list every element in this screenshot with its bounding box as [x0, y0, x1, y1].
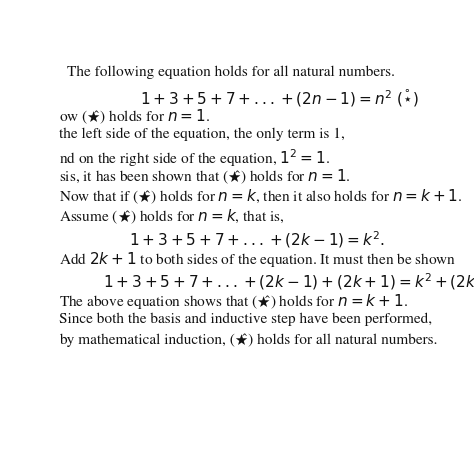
- Text: $1+3+5+7+...+(2k-1)=k^{2}.$: $1+3+5+7+...+(2k-1)=k^{2}.$: [129, 229, 385, 250]
- Text: Assume (★̂) holds for $n=k$, that is,: Assume (★̂) holds for $n=k$, that is,: [59, 208, 284, 226]
- Text: ow (★̂) holds for $n=1$.: ow (★̂) holds for $n=1$.: [59, 107, 210, 126]
- Text: sis, it has been shown that (★̂) holds for $n=1$.: sis, it has been shown that (★̂) holds f…: [59, 167, 351, 186]
- Text: by mathematical induction, (★̂) holds for all natural numbers.: by mathematical induction, (★̂) holds fo…: [59, 333, 438, 346]
- Text: nd on the right side of the equation, $1^{2}=1$.: nd on the right side of the equation, $1…: [59, 147, 330, 169]
- Text: the left side of the equation, the only term is 1,: the left side of the equation, the only …: [59, 128, 345, 141]
- Text: Since both the basis and inductive step have been performed,: Since both the basis and inductive step …: [59, 312, 432, 326]
- Text: $1+3+5+7+...+(2k-1)+(2k+1)=k^{2}+(2k+1$: $1+3+5+7+...+(2k-1)+(2k+1)=k^{2}+(2k+1$: [103, 271, 474, 292]
- Text: Now that if (★̂) holds for $n=k$, then it also holds for $n=k+1$.: Now that if (★̂) holds for $n=k$, then i…: [59, 188, 463, 206]
- Text: The following equation holds for all natural numbers.: The following equation holds for all nat…: [66, 66, 394, 80]
- Text: $1+3+5+7+...+(2n-1)=n^{2}\,\,(\overset{\circ}{\star})$: $1+3+5+7+...+(2n-1)=n^{2}\,\,(\overset{\…: [140, 87, 419, 109]
- Text: The above equation shows that (★̂) holds for $n=k+1$.: The above equation shows that (★̂) holds…: [59, 292, 408, 310]
- Text: Add $2k+1$ to both sides of the equation. It must then be shown: Add $2k+1$ to both sides of the equation…: [59, 250, 456, 269]
